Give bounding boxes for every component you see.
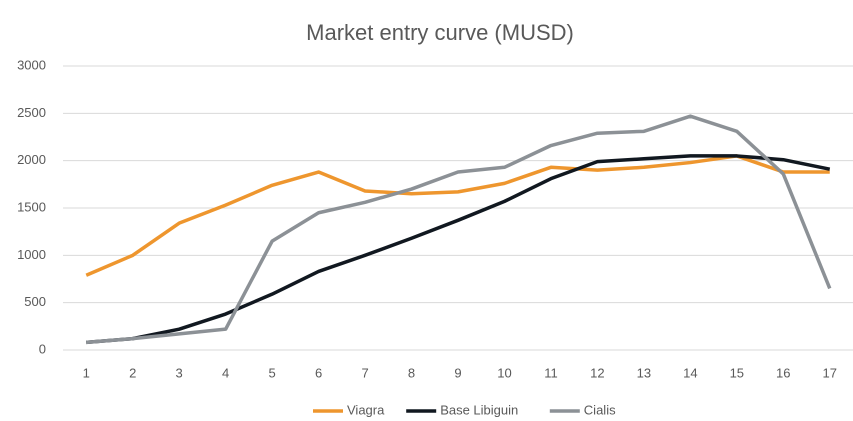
legend-label: Viagra	[347, 402, 385, 417]
y-tick-label: 0	[39, 341, 46, 356]
x-tick-label: 13	[637, 365, 651, 380]
x-tick-label: 15	[730, 365, 744, 380]
x-tick-label: 10	[497, 365, 511, 380]
x-tick-label: 5	[269, 365, 276, 380]
y-tick-label: 1500	[17, 199, 46, 214]
y-tick-label: 3000	[17, 57, 46, 72]
x-tick-label: 11	[544, 365, 558, 380]
x-tick-label: 4	[222, 365, 229, 380]
x-tick-label: 12	[590, 365, 604, 380]
x-tick-label: 14	[683, 365, 697, 380]
x-tick-label: 8	[408, 365, 415, 380]
legend-label: Cialis	[584, 402, 616, 417]
chart-title: Market entry curve (MUSD)	[306, 20, 574, 45]
x-tick-label: 7	[361, 365, 368, 380]
x-tick-label: 9	[454, 365, 461, 380]
y-tick-label: 2500	[17, 105, 46, 120]
series-line	[85, 154, 830, 277]
x-tick-label: 2	[129, 365, 136, 380]
x-tick-label: 16	[776, 365, 790, 380]
y-tick-label: 2000	[17, 152, 46, 167]
x-tick-label: 6	[315, 365, 322, 380]
series-line	[86, 114, 832, 345]
x-tick-label: 3	[176, 365, 183, 380]
series-line	[86, 154, 831, 345]
legend-label: Base Libiguin	[440, 402, 518, 417]
y-tick-label: 1000	[17, 247, 46, 262]
y-tick-label: 500	[24, 294, 46, 309]
x-tick-label: 1	[83, 365, 90, 380]
x-tick-label: 17	[823, 365, 837, 380]
